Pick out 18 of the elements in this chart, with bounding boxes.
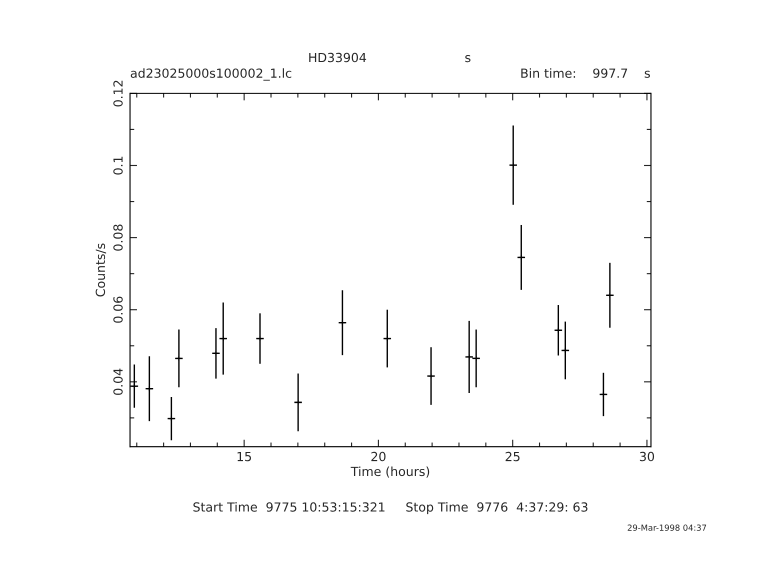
text: Start Time 9775 10:53:15:321 Stop Time 9776 4:37:29: 63 <box>193 502 588 514</box>
y-tick-label: 0.04 <box>113 368 123 395</box>
text: ad23025000s100002_1.lc <box>130 68 292 81</box>
text: Bin time: 997.7 s <box>521 68 650 78</box>
y-tick-label: 0.06 <box>113 296 123 323</box>
y-axis-title: Counts/s <box>96 243 106 297</box>
chart-title: HD33904 <box>309 52 366 62</box>
point <box>213 350 219 356</box>
y-tick-label: 0.1 <box>113 156 123 175</box>
x-tick-label: 30 <box>640 452 654 462</box>
x-tick-label: 20 <box>371 452 386 462</box>
y-tick-label: 0.12 <box>113 80 123 106</box>
y-tick-label: 0.08 <box>113 224 123 251</box>
x-axis-title: Time (hours) <box>350 466 430 478</box>
x-tick-label: 15 <box>238 452 252 462</box>
text: 29-Mar-1998 04:37 <box>628 524 706 531</box>
text: s <box>465 55 470 62</box>
x-tick-label: 25 <box>506 452 520 462</box>
